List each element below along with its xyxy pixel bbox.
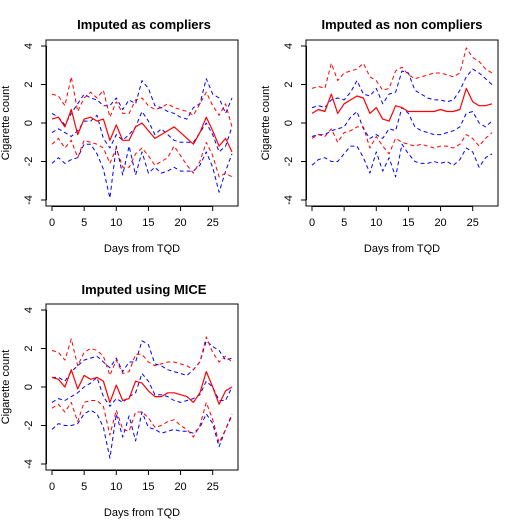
chart-title: Imputed as non compliers [321, 17, 482, 32]
y-tick-label: 4 [23, 43, 35, 49]
x-tick-label: 25 [207, 481, 219, 493]
y-tick-label: -4 [283, 195, 295, 205]
x-axis-label: Days from TQD [104, 507, 180, 519]
y-tick-label: 0 [283, 120, 295, 126]
x-tick-label: 10 [110, 217, 122, 229]
series-line-red-solid-0 [311, 87, 493, 122]
series-line-red-dashed-2 [51, 400, 233, 444]
x-tick-label: 5 [81, 217, 87, 229]
y-axis-label: Cigarette count [0, 86, 12, 161]
y-tick-label: -4 [23, 195, 35, 205]
series-line-red-solid-0 [51, 108, 233, 153]
y-tick-label: -4 [23, 459, 35, 469]
x-tick-label: 20 [174, 481, 186, 493]
y-tick-label: 2 [23, 81, 35, 87]
x-tick-label: 0 [309, 217, 315, 229]
x-tick-label: 0 [49, 217, 55, 229]
x-tick-label: 20 [434, 217, 446, 229]
series-line-blue-dashed-5 [51, 143, 233, 199]
x-axis-label: Days from TQD [104, 243, 180, 255]
y-tick-label: -2 [23, 421, 35, 431]
y-axis-label: Cigarette count [260, 86, 272, 161]
series-line-blue-dashed-3 [51, 78, 233, 126]
series-line-red-solid-0 [51, 369, 233, 405]
series-line-blue-dashed-3 [52, 340, 233, 382]
y-axis-label: Cigarette count [0, 350, 12, 425]
y-tick-label: -2 [23, 157, 35, 167]
y-tick-label: 0 [23, 120, 35, 126]
y-tick-label: 0 [23, 384, 35, 390]
chart-title: Imputed using MICE [82, 282, 207, 297]
chart-title: Imputed as compliers [77, 17, 211, 32]
x-tick-label: 15 [142, 217, 154, 229]
x-tick-label: 10 [110, 481, 122, 493]
series-line-blue-dashed-5 [311, 143, 493, 178]
series-line-red-dashed-1 [51, 76, 233, 128]
x-tick-label: 25 [207, 217, 219, 229]
y-tick-label: 2 [23, 345, 35, 351]
x-tick-label: 5 [81, 481, 87, 493]
x-tick-label: 25 [467, 217, 479, 229]
series-line-blue-dashed-3 [311, 68, 493, 109]
y-tick-label: 4 [283, 43, 295, 49]
x-tick-label: 10 [370, 217, 382, 229]
series-line-red-dashed-2 [311, 126, 493, 155]
y-tick-label: 4 [23, 307, 35, 313]
x-tick-label: 15 [142, 481, 154, 493]
series-line-blue-dashed-4 [51, 373, 233, 407]
series-line-red-dashed-1 [51, 336, 233, 376]
series-line-blue-dashed-5 [51, 409, 233, 459]
x-tick-label: 20 [174, 217, 186, 229]
series-line-red-dashed-2 [51, 137, 233, 178]
x-tick-label: 15 [402, 217, 414, 229]
x-tick-label: 5 [341, 217, 347, 229]
y-tick-label: 2 [283, 81, 295, 87]
plot-frame [305, 39, 499, 207]
x-tick-label: 0 [49, 481, 55, 493]
series-line-red-dashed-1 [311, 47, 493, 91]
y-tick-label: -2 [283, 157, 295, 167]
x-axis-label: Days from TQD [364, 243, 440, 255]
plot-frame [45, 303, 239, 471]
